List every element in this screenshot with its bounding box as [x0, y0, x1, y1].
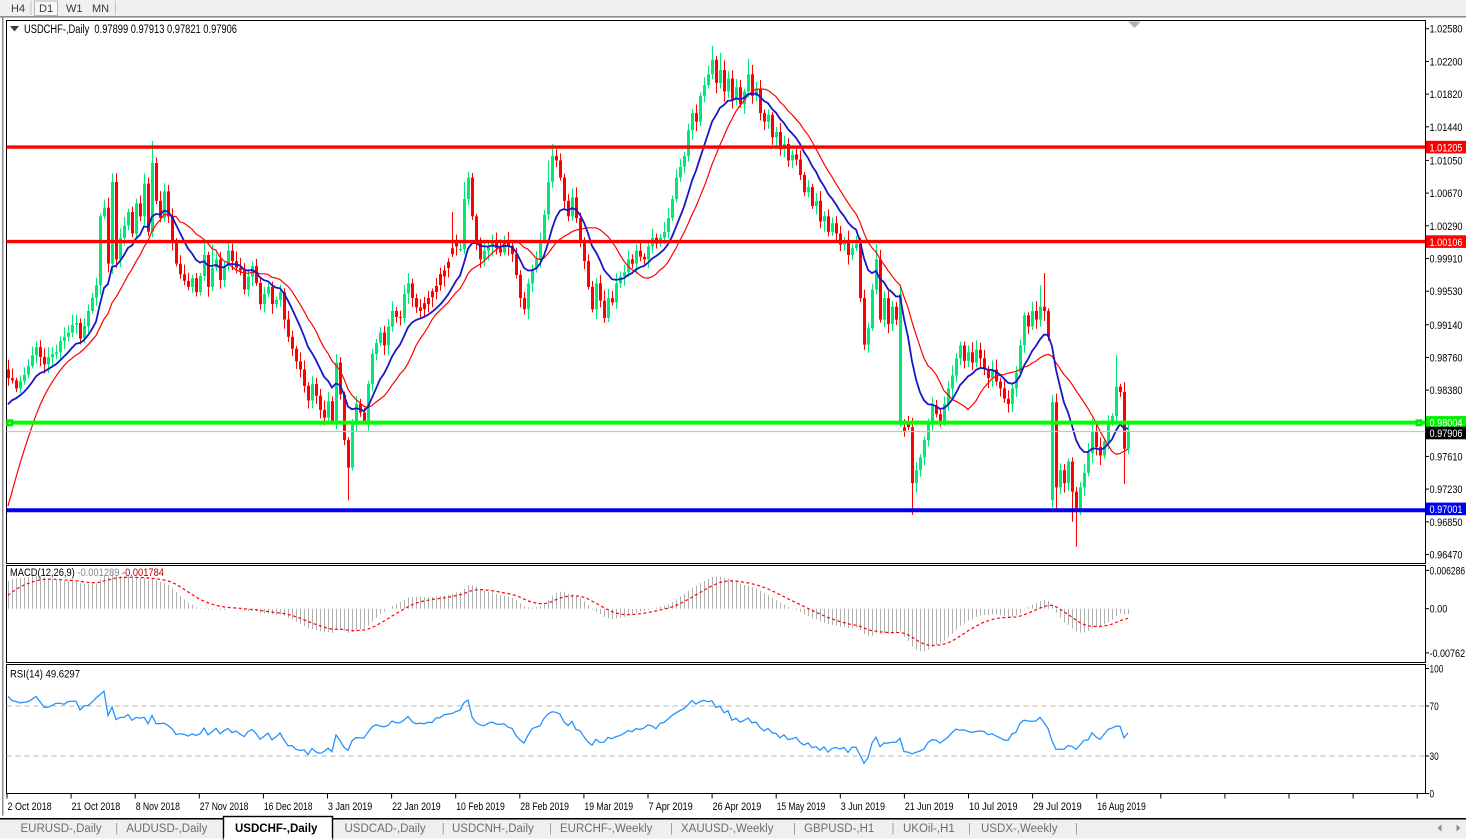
svg-text:1.00106: 1.00106: [1430, 237, 1463, 249]
svg-text:|: |: [442, 823, 445, 835]
svg-text:1.01205: 1.01205: [1430, 142, 1463, 154]
svg-text:21 Jun 2019: 21 Jun 2019: [905, 801, 954, 813]
svg-text:XAUUSD-,Weekly: XAUUSD-,Weekly: [681, 823, 774, 835]
svg-text:27 Nov 2018: 27 Nov 2018: [200, 801, 249, 813]
svg-text:EURCHF-,Weekly: EURCHF-,Weekly: [560, 823, 653, 835]
svg-text:7 Apr 2019: 7 Apr 2019: [649, 801, 693, 813]
svg-text:0: 0: [1430, 789, 1435, 801]
svg-text:0.99910: 0.99910: [1430, 253, 1463, 265]
svg-text:0.98004: 0.98004: [1430, 418, 1463, 430]
svg-text:|: |: [670, 823, 673, 835]
svg-text:0.96470: 0.96470: [1430, 550, 1463, 562]
svg-text:MN: MN: [92, 3, 109, 15]
svg-text:|: |: [793, 823, 796, 835]
svg-text:1.01820: 1.01820: [1430, 89, 1463, 101]
svg-text:0.97906: 0.97906: [1430, 428, 1463, 440]
svg-text:28 Feb 2019: 28 Feb 2019: [520, 801, 569, 813]
svg-text:0.98380: 0.98380: [1430, 385, 1463, 397]
svg-text:3 Jan 2019: 3 Jan 2019: [328, 801, 372, 813]
svg-text:1.00670: 1.00670: [1430, 188, 1463, 200]
svg-text:1.00290: 1.00290: [1430, 221, 1463, 233]
svg-text:|: |: [115, 823, 118, 835]
svg-text:0.97001: 0.97001: [1430, 504, 1463, 516]
svg-text:8 Nov 2018: 8 Nov 2018: [136, 801, 180, 813]
svg-text:21 Oct 2018: 21 Oct 2018: [72, 801, 121, 813]
svg-text:GBPUSD-,H1: GBPUSD-,H1: [804, 823, 874, 835]
svg-text:1.01050: 1.01050: [1430, 155, 1463, 167]
svg-text:0.00: 0.00: [1430, 604, 1448, 616]
svg-text:15 May 2019: 15 May 2019: [777, 801, 826, 813]
svg-text:|: |: [892, 823, 895, 835]
svg-text:0.006286: 0.006286: [1430, 565, 1466, 577]
svg-text:19 Mar 2019: 19 Mar 2019: [584, 801, 633, 813]
svg-text:0.97230: 0.97230: [1430, 484, 1463, 496]
svg-text:100: 100: [1430, 664, 1444, 676]
svg-text:0.97610: 0.97610: [1430, 451, 1463, 463]
svg-text:|: |: [968, 823, 971, 835]
svg-text:AUDUSD-,Daily: AUDUSD-,Daily: [126, 823, 207, 835]
svg-text:0.96850: 0.96850: [1430, 517, 1463, 529]
svg-text:10 Feb 2019: 10 Feb 2019: [456, 801, 505, 813]
svg-text:H4: H4: [11, 3, 25, 15]
svg-text:16 Aug 2019: 16 Aug 2019: [1097, 801, 1146, 813]
svg-text:-0.00762: -0.00762: [1430, 648, 1466, 660]
svg-text:70: 70: [1430, 701, 1439, 713]
svg-text:0.99140: 0.99140: [1430, 320, 1463, 332]
svg-text:26 Apr 2019: 26 Apr 2019: [713, 801, 762, 813]
svg-text:0.98760: 0.98760: [1430, 352, 1463, 364]
svg-text:EURUSD-,Daily: EURUSD-,Daily: [21, 823, 102, 835]
svg-text:MACD(12,26,9) -0.001289 -0.001: MACD(12,26,9) -0.001289 -0.001784: [10, 567, 164, 579]
svg-text:1.01440: 1.01440: [1430, 122, 1463, 134]
svg-text:1.02580: 1.02580: [1430, 24, 1463, 36]
svg-text:USDCHF-,Daily 0.97899 0.97913: USDCHF-,Daily 0.97899 0.97913 0.97821 0.…: [24, 24, 237, 36]
svg-text:3 Jun 2019: 3 Jun 2019: [841, 801, 885, 813]
svg-text:USDCHF-,Daily: USDCHF-,Daily: [235, 823, 318, 835]
svg-text:2 Oct 2018: 2 Oct 2018: [8, 801, 52, 813]
svg-text:|: |: [549, 823, 552, 835]
svg-text:10 Jul 2019: 10 Jul 2019: [969, 801, 1018, 813]
svg-text:29 Jul 2019: 29 Jul 2019: [1033, 801, 1082, 813]
svg-text:USDCNH-,Daily: USDCNH-,Daily: [452, 823, 534, 835]
svg-text:16 Dec 2018: 16 Dec 2018: [264, 801, 313, 813]
svg-text:USDCAD-,Daily: USDCAD-,Daily: [345, 823, 426, 835]
svg-text:30: 30: [1430, 751, 1439, 763]
svg-text:1.02200: 1.02200: [1430, 56, 1463, 68]
svg-text:0.99530: 0.99530: [1430, 286, 1463, 298]
svg-text:RSI(14) 49.6297: RSI(14) 49.6297: [10, 669, 80, 681]
svg-text:W1: W1: [66, 3, 83, 15]
svg-text:22 Jan 2019: 22 Jan 2019: [392, 801, 441, 813]
svg-text:USDX-,Weekly: USDX-,Weekly: [981, 823, 1058, 835]
svg-text:UKOil-,H1: UKOil-,H1: [903, 823, 955, 835]
svg-text:|: |: [1075, 823, 1078, 835]
svg-text:D1: D1: [39, 3, 53, 15]
